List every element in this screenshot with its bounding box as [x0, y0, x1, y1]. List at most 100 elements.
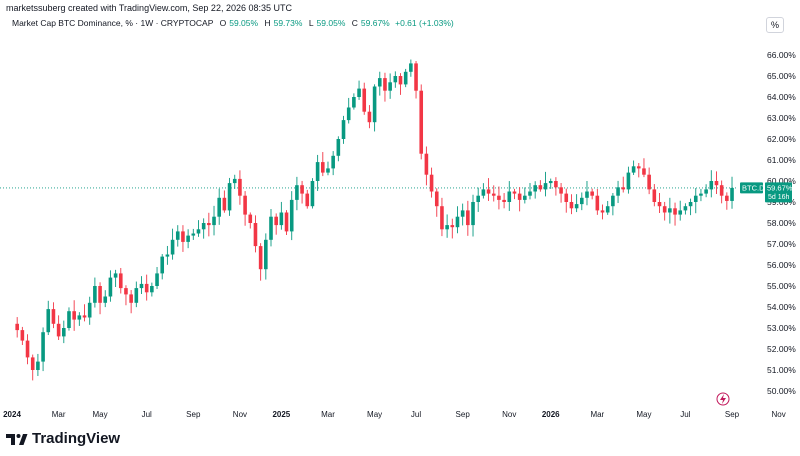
high-value: 59.73% — [273, 18, 303, 28]
candle-body — [150, 286, 154, 293]
time-tick-label: 2024 — [3, 410, 21, 419]
price-tick-label: 63.00% — [767, 113, 796, 123]
candle-body — [129, 294, 133, 303]
candle-body — [201, 223, 206, 230]
candle-body — [693, 195, 698, 202]
price-tick-label: 55.00% — [767, 281, 796, 291]
candle-body — [346, 107, 351, 121]
candle-body — [440, 206, 444, 230]
candle-body — [238, 178, 242, 196]
percent-scale-toggle[interactable]: % — [766, 17, 784, 33]
tradingview-logo-icon — [6, 433, 28, 445]
candle-body — [383, 78, 387, 91]
candle-body — [41, 332, 45, 362]
candle-body — [315, 162, 320, 181]
time-tick-label: Jul — [142, 410, 152, 419]
candle-body — [595, 195, 600, 211]
candle-body — [434, 191, 439, 207]
candle-body — [357, 88, 361, 97]
candle-body — [533, 185, 537, 192]
candle-body — [657, 202, 662, 207]
candle-body — [543, 183, 548, 190]
price-tick-label: 62.00% — [767, 134, 796, 144]
time-tick-label: Nov — [233, 410, 247, 419]
price-tick-label: 57.00% — [767, 239, 796, 249]
candle-body — [46, 309, 51, 333]
price-axis[interactable]: 50.00% 51.00% 52.00% 53.00% 54.00% 55.00% 56.0… — [767, 50, 796, 396]
candle-body — [25, 340, 30, 358]
candle-body — [72, 311, 76, 320]
candle-body — [709, 181, 714, 190]
candle-body — [352, 97, 356, 108]
candle-body — [445, 225, 449, 230]
candle-body — [289, 199, 294, 232]
time-tick-label: Sep — [725, 410, 740, 419]
lightning-icon[interactable] — [716, 392, 730, 406]
candle-body — [103, 296, 108, 303]
time-axis[interactable]: 2024 Mar May Jul Sep Nov 2025 Mar May Jul Sep Nov 20… — [3, 410, 786, 419]
candle-body — [160, 256, 165, 274]
price-chart[interactable]: 50.00% 51.00% 52.00% 53.00% 54.00% 55.00% 56.0… — [0, 0, 800, 430]
candle-body — [295, 185, 299, 200]
candle-body — [403, 71, 408, 85]
candle-body — [93, 286, 97, 303]
candle-body — [497, 195, 501, 200]
candle-body — [77, 315, 82, 320]
candle-body — [331, 155, 335, 169]
candle-body — [336, 139, 341, 156]
candle-body — [450, 225, 455, 228]
time-tick-label: Nov — [772, 410, 786, 419]
candle-body — [232, 178, 237, 184]
candle-body — [367, 111, 372, 123]
high-label: H — [264, 18, 271, 28]
time-tick-label: Jul — [411, 410, 421, 419]
candle-body — [144, 283, 149, 293]
candle-body — [507, 191, 512, 202]
candle-body — [699, 193, 703, 196]
chart-header: marketssuberg created with TradingView.c… — [0, 0, 800, 33]
candle-body — [481, 189, 486, 196]
tradingview-logo[interactable]: TradingView — [6, 430, 120, 447]
candle-body — [98, 286, 102, 303]
creator-note: marketssuberg created with TradingView.c… — [6, 3, 292, 13]
candle-body — [398, 76, 403, 85]
candle-body — [222, 197, 227, 211]
symbol-title[interactable]: Market Cap BTC Dominance, % · 1W · CRYPT… — [12, 18, 214, 28]
candle-body — [310, 181, 315, 207]
price-tick-label: 51.00% — [767, 365, 796, 375]
candle-body — [243, 195, 247, 215]
candle-body — [704, 189, 708, 194]
candle-body — [269, 216, 273, 240]
tag-symbol: BTC.D — [742, 183, 765, 192]
candle-body — [191, 233, 196, 236]
candle-body — [139, 283, 144, 289]
candle-body — [611, 195, 615, 207]
candle-body — [264, 239, 268, 270]
candle-body — [87, 302, 92, 318]
time-tick-label: May — [367, 410, 382, 419]
candle-body — [652, 189, 657, 202]
candle-body — [321, 162, 325, 173]
candle-body — [662, 206, 667, 213]
candle-body — [502, 199, 506, 202]
candle-body — [118, 273, 123, 289]
candle-body — [605, 206, 610, 213]
candle-body — [559, 187, 563, 194]
candle-body — [284, 212, 289, 232]
close-value: 59.67% — [360, 18, 390, 28]
candle-body — [326, 168, 330, 173]
symbol-legend: Market Cap BTC Dominance, % · 1W · CRYPT… — [12, 18, 454, 28]
candle-body — [580, 197, 584, 205]
candles-group — [15, 59, 734, 381]
candle-body — [82, 315, 87, 318]
candle-body — [730, 187, 734, 201]
price-tick-label: 60.00% — [767, 176, 796, 186]
candle-body — [15, 323, 19, 331]
price-tick-label: 56.00% — [767, 260, 796, 270]
candle-body — [528, 191, 532, 196]
low-value: 59.05% — [316, 18, 346, 28]
tag-countdown: 5d 16h — [768, 194, 790, 201]
candle-body — [590, 191, 594, 196]
time-tick-label: Sep — [456, 410, 471, 419]
price-tick-label: 50.00% — [767, 386, 796, 396]
